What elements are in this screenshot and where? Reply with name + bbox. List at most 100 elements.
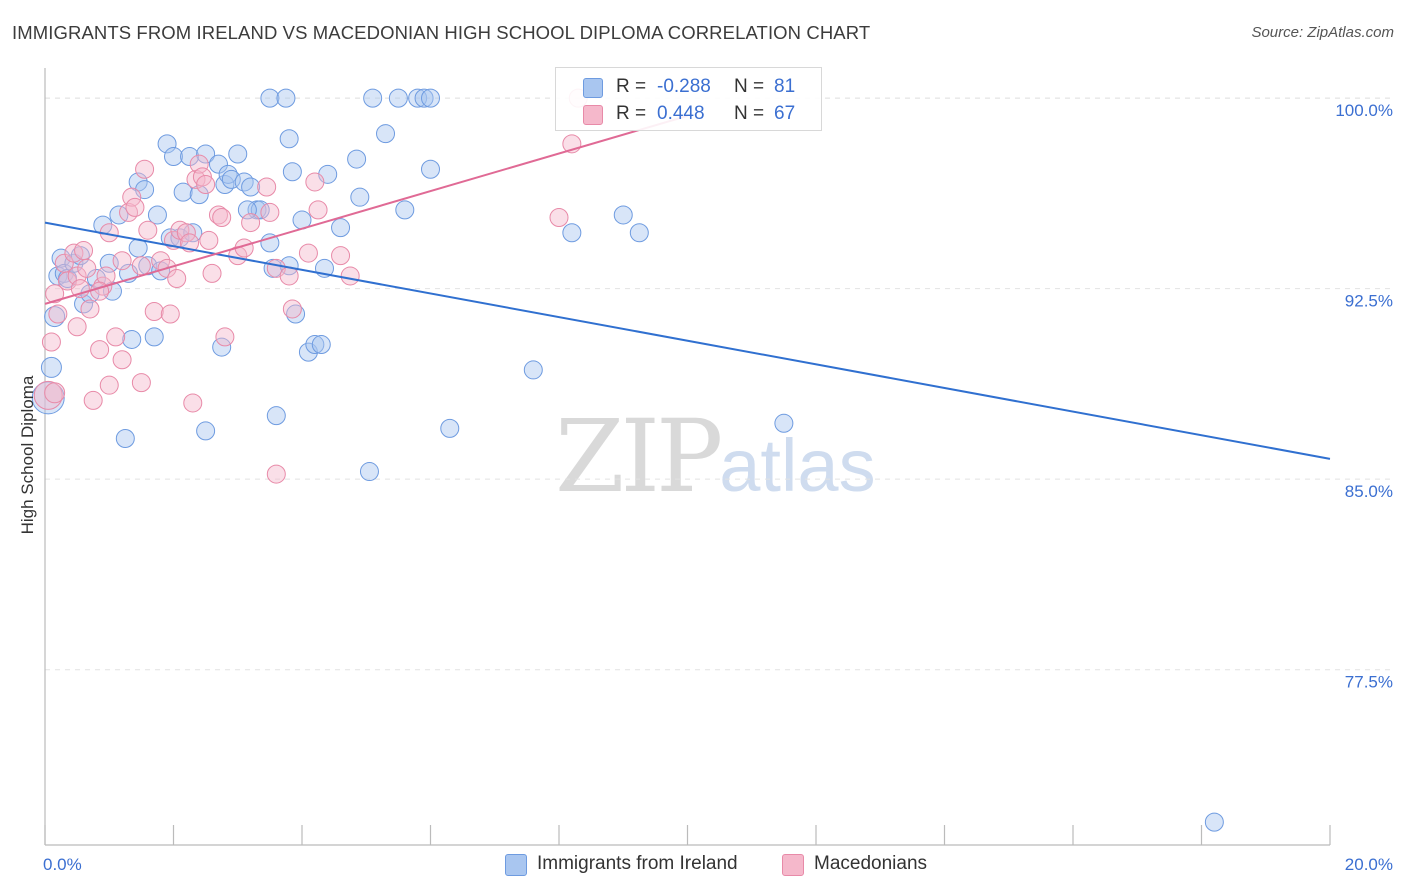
data-point-ireland [282,162,302,182]
data-point-ireland [363,88,383,108]
data-point-macedonian [80,299,100,319]
data-point-macedonian [308,200,328,220]
data-point-macedonian [257,177,277,197]
data-point-macedonian [298,243,318,263]
tick-labels: 77.5% 85.0% 92.5% 100.0% 0.0% 20.0% [43,101,1393,874]
data-point-ireland [276,88,296,108]
data-point-ireland [157,134,177,154]
legend-r-value: -0.288 [657,76,711,97]
legend-n-label: N = [734,76,765,97]
data-point-ireland [266,406,286,426]
legend-swatch-macedonian [583,105,603,125]
data-point-ireland [350,187,370,207]
data-point-macedonian [112,251,132,271]
legend-r-value: 0.448 [657,103,705,124]
bottom-legend-macedonian[interactable]: Macedonians [782,852,952,876]
data-point-macedonian [138,220,158,240]
y-tick-label: 85.0% [1345,482,1393,501]
data-point-macedonian [266,464,286,484]
data-point-ireland [395,200,415,220]
data-point-ireland [388,88,408,108]
data-point-macedonian [90,340,110,360]
data-point-macedonian [215,327,235,347]
data-point-macedonian [167,268,187,288]
data-point-ireland [234,172,254,192]
data-point-ireland [40,356,62,378]
data-point-macedonian [144,302,164,322]
data-point-macedonian [67,317,87,337]
y-tick-label: 92.5% [1345,292,1393,311]
legend-r-label: R = [616,76,647,97]
data-point-macedonian [125,197,145,217]
data-point-ireland [440,418,460,438]
data-point-ireland [421,159,440,179]
trend-line-macedonian [44,114,688,305]
data-point-macedonian [106,327,126,347]
stats-legend: R = -0.288 N = 81 R = 0.448 N = 67 [555,67,822,131]
data-point-ireland [613,205,633,225]
data-point-ireland [208,154,228,174]
data-point-macedonian [119,202,139,222]
data-point-ireland [421,88,440,108]
data-point-ireland [1204,812,1224,832]
data-point-ireland [218,164,238,184]
data-point-macedonian [202,263,222,283]
axes [44,68,1331,846]
data-point-macedonian [67,266,87,286]
data-point-ireland [180,147,200,167]
legend-row-ireland: R = -0.288 N = 81 [556,74,821,100]
data-point-ireland [279,129,299,149]
data-point-ireland [173,182,193,202]
data-point-ireland [212,337,232,357]
data-point-macedonian [74,241,94,261]
data-point-ireland [51,248,71,268]
data-point-macedonian [48,304,68,324]
source-label: Source: ZipAtlas.com [1251,24,1394,41]
data-point-ireland [164,147,183,167]
data-point-ireland [115,429,135,449]
data-point-macedonian [208,205,228,225]
data-point-macedonian [331,246,351,266]
data-point-ireland [196,144,216,164]
data-point-ireland [414,88,434,108]
data-point-ireland [64,253,84,273]
data-point-ireland [286,304,306,324]
data-point-macedonian [282,299,302,319]
data-point-ireland [122,329,142,349]
data-point-ireland [31,381,65,415]
bottom-legend-label-ireland: Immigrants from Ireland [537,853,738,874]
data-point-ireland [347,149,367,169]
data-point-ireland [311,335,331,355]
x-tick-label: 20.0% [1345,855,1393,874]
legend-n-label: N = [734,103,765,124]
legend-swatch-ireland [583,78,603,98]
legend-row-macedonian: R = 0.448 N = 67 [556,101,821,127]
data-point-ireland [629,223,649,243]
trend-lines [44,114,1331,460]
data-point-macedonian [340,266,360,286]
data-point-ireland [144,327,164,347]
data-point-ireland [196,421,216,441]
data-point-macedonian [305,172,325,192]
y-tick-label: 77.5% [1345,673,1393,692]
legend-n-value: 81 [774,76,796,97]
series-macedonian-points [33,88,588,484]
trend-line-ireland [44,221,1331,460]
data-point-macedonian [41,332,61,352]
data-point-macedonian [135,159,155,179]
data-point-ireland [237,200,257,220]
data-point-ireland [523,360,543,380]
data-point-macedonian [192,167,212,187]
data-point-macedonian [83,390,103,410]
bottom-legend-ireland[interactable]: Immigrants from Ireland [505,852,775,876]
data-point-ireland [305,335,325,355]
data-point-macedonian [176,223,196,243]
data-point-ireland [359,462,379,482]
data-point-ireland [228,144,248,164]
data-point-macedonian [212,208,232,228]
data-point-ireland [74,294,94,314]
data-point-ireland [241,177,261,197]
data-point-macedonian [549,208,569,228]
y-axis-title: High School Diploma [18,375,37,535]
data-point-macedonian [241,213,261,233]
